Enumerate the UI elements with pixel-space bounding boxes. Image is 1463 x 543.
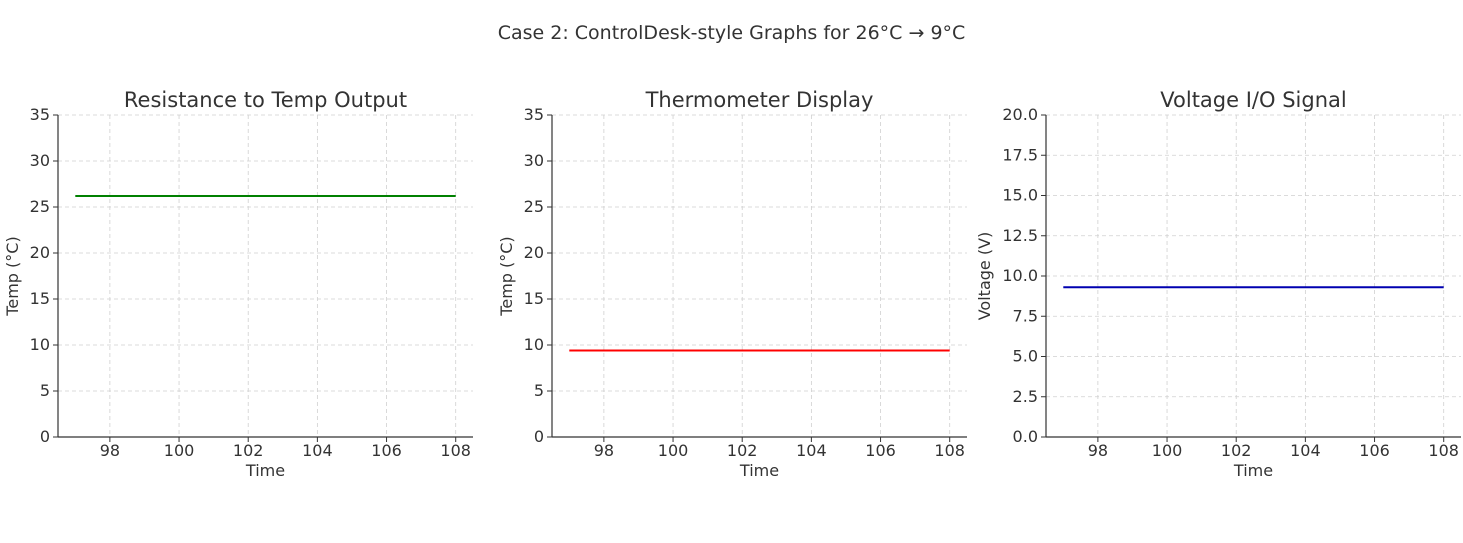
- chart-1-x-tick-label: 106: [371, 441, 402, 460]
- chart-3-x-tick-label: 102: [1221, 441, 1252, 460]
- chart-2-y-tick-label: 20: [524, 243, 544, 262]
- chart-2-x-tick-label: 108: [934, 441, 965, 460]
- chart-1-y-tick-label: 15: [30, 289, 50, 308]
- chart-1-y-tick-label: 5: [40, 381, 50, 400]
- chart-2-y-tick-label: 15: [524, 289, 544, 308]
- chart-3-y-tick-label: 0.0: [1013, 427, 1038, 446]
- chart-2-x-tick-label: 102: [727, 441, 758, 460]
- chart-3-y-tick-label: 20.0: [1002, 105, 1038, 124]
- chart-1-y-tick-label: 10: [30, 335, 50, 354]
- chart-3-x-tick-label: 108: [1428, 441, 1459, 460]
- chart-1-x-tick-label: 102: [233, 441, 264, 460]
- chart-1-x-axis-label: Time: [245, 461, 285, 480]
- chart-1-y-tick-label: 20: [30, 243, 50, 262]
- chart-1-x-tick-label: 98: [100, 441, 120, 460]
- chart-3-y-tick-label: 10.0: [1002, 266, 1038, 285]
- chart-3-title: Voltage I/O Signal: [1160, 88, 1346, 112]
- chart-3-y-tick-label: 15.0: [1002, 186, 1038, 205]
- chart-2-y-tick-label: 5: [534, 381, 544, 400]
- chart-2-x-tick-label: 98: [594, 441, 614, 460]
- chart-3-x-tick-label: 104: [1290, 441, 1321, 460]
- chart-3-y-tick-label: 17.5: [1002, 145, 1038, 164]
- chart-3-x-axis-label: Time: [1233, 461, 1273, 480]
- chart-3-y-tick-label: 7.5: [1013, 306, 1038, 325]
- chart-1-y-axis-label: Temp (°C): [3, 236, 22, 316]
- chart-2-y-tick-label: 30: [524, 151, 544, 170]
- chart-2-title: Thermometer Display: [645, 88, 874, 112]
- chart-1-y-tick-label: 25: [30, 197, 50, 216]
- chart-1-x-tick-label: 100: [164, 441, 195, 460]
- chart-2-y-tick-label: 0: [534, 427, 544, 446]
- chart-2-x-tick-label: 100: [658, 441, 689, 460]
- figure-title: Case 2: ControlDesk-style Graphs for 26°…: [497, 22, 966, 44]
- chart-2-y-axis-label: Temp (°C): [497, 236, 516, 316]
- chart-2-y-tick-label: 35: [524, 105, 544, 124]
- chart-3-y-axis-label: Voltage (V): [975, 232, 994, 321]
- chart-2-y-tick-label: 25: [524, 197, 544, 216]
- chart-1-x-tick-label: 104: [302, 441, 333, 460]
- chart-1-y-tick-label: 0: [40, 427, 50, 446]
- chart-1-y-tick-label: 35: [30, 105, 50, 124]
- chart-3-y-tick-label: 5.0: [1013, 347, 1038, 366]
- chart-3-x-tick-label: 106: [1359, 441, 1390, 460]
- chart-2-x-axis-label: Time: [739, 461, 779, 480]
- chart-3-x-tick-label: 98: [1088, 441, 1108, 460]
- chart-2-y-tick-label: 10: [524, 335, 544, 354]
- chart-3-y-tick-label: 12.5: [1002, 226, 1038, 245]
- chart-1-x-tick-label: 108: [440, 441, 471, 460]
- chart-2-x-tick-label: 104: [796, 441, 827, 460]
- chart-1-y-tick-label: 30: [30, 151, 50, 170]
- chart-3-x-tick-label: 100: [1152, 441, 1183, 460]
- chart-2-x-tick-label: 106: [865, 441, 896, 460]
- chart-3-y-tick-label: 2.5: [1013, 387, 1038, 406]
- chart-1-title: Resistance to Temp Output: [124, 88, 407, 112]
